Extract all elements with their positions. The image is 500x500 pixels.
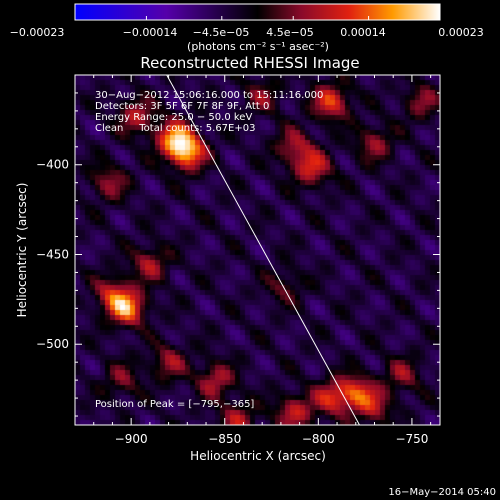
solar-limb-line	[166, 74, 360, 426]
colorbar-unit-label: (photons cm⁻² s⁻¹ asec⁻²)	[187, 40, 329, 53]
x-tick-label: −800	[302, 432, 335, 446]
annotation-peak-position: Position of Peak = [−795,−365]	[95, 399, 254, 410]
x-tick-label: −750	[395, 432, 428, 446]
x-axis-label: Heliocentric X (arcsec)	[190, 449, 326, 463]
colorbar-tick-label: −4.5e−05	[193, 26, 250, 39]
colorbar-tick-label: 4.5e−05	[266, 26, 313, 39]
annotation-time-range: 30−Aug−2012 15:06:16.000 to 15:11:16.000	[95, 90, 323, 101]
colorbar-ticks	[74, 16, 441, 20]
annotation-energy-range: Energy Range: 25.0 − 50.0 keV	[95, 112, 252, 123]
annotation-detectors: Detectors: 3F 5F 6F 7F 8F 9F, Att 0	[95, 101, 269, 112]
axis-ticks	[75, 75, 440, 425]
x-tick-label: −850	[208, 432, 241, 446]
x-tick-label: −900	[115, 432, 148, 446]
colorbar-tick-label: −0.00023	[10, 26, 65, 39]
colorbar-tick-label: 0.00023	[438, 26, 484, 39]
y-tick-label: −450	[36, 247, 69, 261]
y-tick-label: −400	[36, 158, 69, 172]
colorbar	[74, 3, 441, 21]
chart-title: Reconstructed RHESSI Image	[140, 54, 359, 72]
x-tick-labels: −900 −850 −800 −750	[115, 432, 429, 446]
y-tick-labels: −400 −450 −500	[36, 158, 69, 351]
colorbar-tick-label: −0.00014	[123, 26, 178, 39]
y-tick-label: −500	[36, 337, 69, 351]
footer-timestamp: 16−May−2014 05:40	[388, 487, 496, 498]
y-axis-label: Heliocentric Y (arcsec)	[15, 183, 29, 318]
plot-frame	[74, 74, 441, 426]
annotation-total-counts: Clean Total counts: 5.67E+03	[95, 123, 255, 134]
colorbar-tick-label: 0.00014	[340, 26, 386, 39]
